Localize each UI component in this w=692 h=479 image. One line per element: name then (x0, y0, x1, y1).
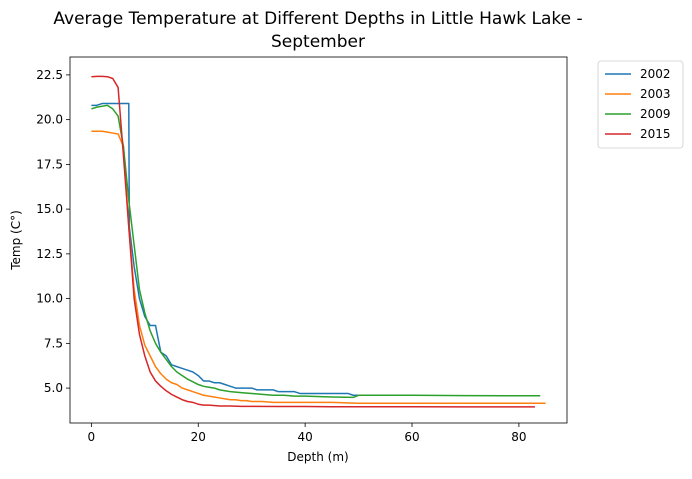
y-tick-label: 15.0 (36, 202, 63, 216)
y-tick-label: 7.5 (44, 336, 63, 350)
x-axis-label: Depth (m) (287, 450, 348, 464)
series-line-2002 (91, 102, 359, 397)
series-line-2003 (91, 130, 546, 405)
legend-frame (597, 60, 684, 149)
legend-label-2002: 2002 (640, 67, 671, 81)
plot-frame (69, 56, 568, 424)
legend: 2002 2003 2009 2015 (597, 60, 684, 149)
series-line-2015 (91, 75, 535, 408)
y-axis-label: Temp (C°) (9, 210, 23, 271)
x-tick-label: 40 (297, 430, 312, 444)
series-line-2009 (91, 104, 541, 399)
chart-title-line-1: Average Temperature at Different Depths … (53, 9, 582, 29)
x-axis: 0 20 40 60 80 (88, 423, 527, 444)
x-tick-label: 0 (88, 430, 96, 444)
y-tick-label: 12.5 (36, 247, 63, 261)
legend-label-2009: 2009 (640, 107, 671, 121)
y-tick-label: 17.5 (36, 157, 63, 171)
y-tick-label: 22.5 (36, 68, 63, 82)
y-axis: 5.0 7.5 10.0 12.5 15.0 17.5 20.0 22.5 (36, 68, 70, 395)
x-tick-label: 80 (511, 430, 526, 444)
y-tick-label: 10.0 (36, 292, 63, 306)
x-tick-label: 20 (191, 430, 206, 444)
y-tick-label: 5.0 (44, 381, 63, 395)
y-tick-label: 20.0 (36, 113, 63, 127)
x-tick-label: 60 (404, 430, 419, 444)
legend-label-2003: 2003 (640, 87, 671, 101)
legend-label-2015: 2015 (640, 127, 671, 141)
chart-title-line-2: September (271, 32, 365, 52)
series-layer (91, 75, 546, 408)
